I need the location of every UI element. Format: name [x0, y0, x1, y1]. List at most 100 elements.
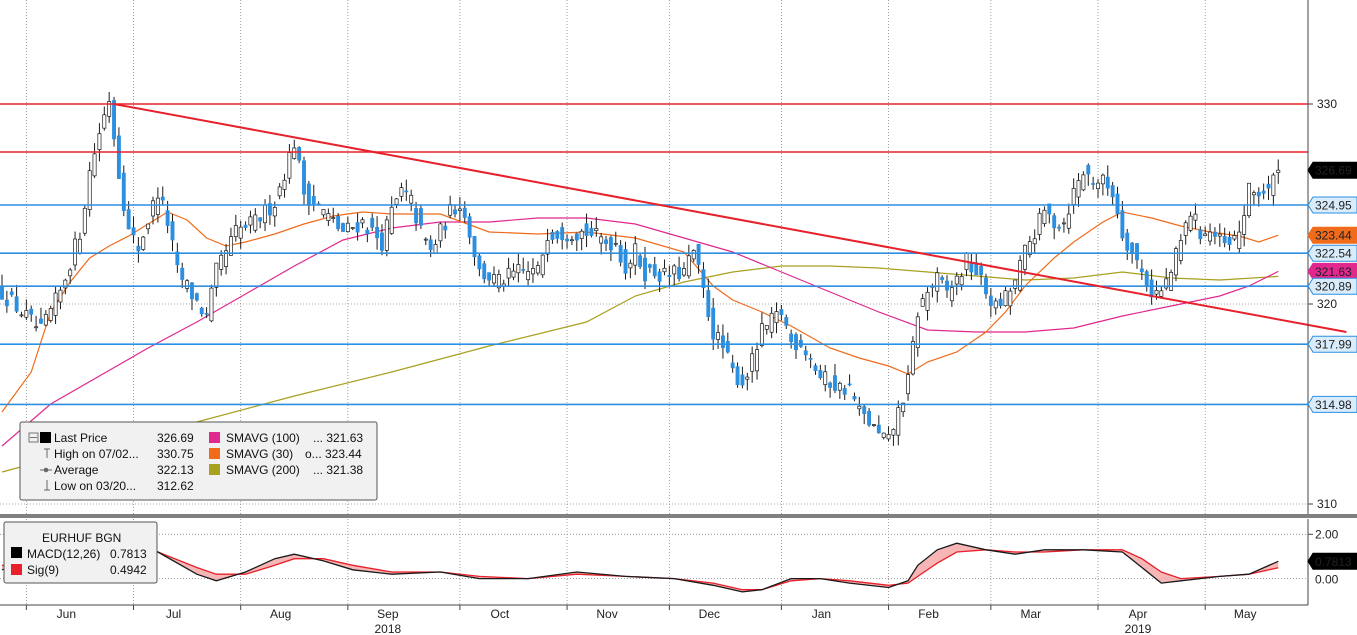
candle-body: [1193, 213, 1198, 221]
candle-body: [1198, 229, 1203, 240]
candle-body: [136, 245, 141, 252]
candle-body: [535, 265, 540, 274]
candle-body: [233, 225, 238, 238]
candle-body: [438, 223, 443, 242]
candle-body: [199, 307, 204, 315]
candle-body: [443, 225, 448, 231]
price-tag-box: [1307, 196, 1357, 214]
candle-body: [633, 243, 638, 266]
candle-body: [915, 316, 920, 348]
candle-body: [131, 227, 136, 236]
candle-body: [190, 282, 194, 300]
candle-body: [394, 198, 399, 205]
price-tag-box: [1307, 161, 1357, 179]
candle-body: [1227, 236, 1232, 245]
candle-body: [146, 223, 151, 230]
candle-body: [876, 424, 881, 434]
y-tick-label: 330: [1317, 97, 1337, 111]
candle-body: [506, 267, 511, 279]
candle-body: [750, 353, 755, 372]
candle-body: [833, 375, 837, 391]
candle-body: [1276, 169, 1281, 174]
last-price-swatch: [40, 432, 51, 443]
candle-body: [404, 190, 409, 193]
candle-body: [725, 341, 730, 353]
candle-body: [803, 350, 808, 356]
candle-body: [1149, 279, 1154, 298]
sma100-line: [1, 217, 1279, 447]
candle-body: [579, 230, 584, 239]
candle-body: [1159, 290, 1164, 297]
x-month-label: Jan: [812, 607, 831, 621]
candle-body: [34, 326, 39, 329]
candle-body: [29, 308, 34, 315]
candle-body: [906, 374, 910, 395]
candle-body: [808, 357, 813, 360]
price-tag-box: [1307, 335, 1357, 353]
price-tag-label: 324.95: [1315, 199, 1352, 213]
candle-body: [910, 341, 915, 375]
candle-body: [1144, 271, 1149, 288]
candle-body: [521, 269, 526, 271]
candle-body: [336, 215, 341, 229]
candle-body: [1091, 183, 1096, 185]
legend-macd-label: MACD(12,26): [27, 547, 100, 561]
candle-body: [979, 266, 984, 276]
candle-body: [389, 206, 394, 234]
candle-body: [1169, 272, 1174, 291]
main-legend: Last Price 326.69 High on 07/02... 330.7…: [19, 421, 378, 501]
candle-body: [126, 209, 131, 230]
candle-body: [599, 236, 604, 244]
candle-body: [1018, 260, 1023, 291]
candle-body: [862, 406, 867, 414]
candle-body: [604, 239, 608, 244]
candle-body: [1125, 232, 1130, 251]
candle-body: [263, 204, 267, 224]
candle-body: [1139, 268, 1144, 273]
candle-body: [662, 267, 667, 273]
candle-body: [959, 276, 964, 286]
macd-y-tick-label: 0.00: [1315, 573, 1339, 587]
x-month-label: May: [1234, 607, 1257, 621]
candle-body: [691, 250, 696, 260]
x-month-label: Oct: [491, 607, 510, 621]
candle-body: [1061, 222, 1066, 225]
candle-body: [1232, 235, 1237, 240]
candle-body: [511, 270, 516, 278]
candle-body: [209, 287, 214, 322]
macd-grid: [0, 519, 1308, 605]
candle-body: [1174, 248, 1178, 276]
candle-body: [789, 333, 794, 342]
candle-body: [1100, 174, 1105, 185]
candle-body: [204, 312, 209, 315]
candle-body: [423, 238, 428, 241]
candle-body: [1256, 191, 1261, 197]
candle-body: [180, 267, 185, 280]
candle-body: [1086, 165, 1091, 175]
legend-high-value: 330.75: [157, 447, 194, 461]
legend-sma200-value: ... 321.38: [313, 463, 363, 477]
candle-body: [116, 135, 121, 179]
candle-body: [1071, 188, 1076, 205]
x-year-label: 2018: [375, 622, 402, 635]
candle-body: [1217, 233, 1222, 237]
candle-body: [92, 153, 97, 177]
candle-body: [121, 172, 126, 212]
legend-signal-value: 0.4942: [110, 563, 147, 577]
candle-body: [1251, 192, 1256, 196]
candle-body: [1188, 215, 1193, 231]
candle-body: [73, 238, 78, 266]
candle-body: [735, 366, 740, 386]
candle-body: [243, 224, 248, 228]
candle-body: [828, 382, 833, 388]
candle-body: [818, 370, 823, 379]
candle-body: [1120, 210, 1125, 239]
x-year-label: 2019: [1125, 622, 1152, 635]
candle-body: [487, 272, 492, 281]
candle-body: [1178, 240, 1183, 261]
candle-body: [740, 374, 745, 386]
legend-low-label: Low on 03/20...: [54, 479, 136, 493]
candle-body: [370, 217, 375, 228]
candle-body: [82, 207, 87, 234]
